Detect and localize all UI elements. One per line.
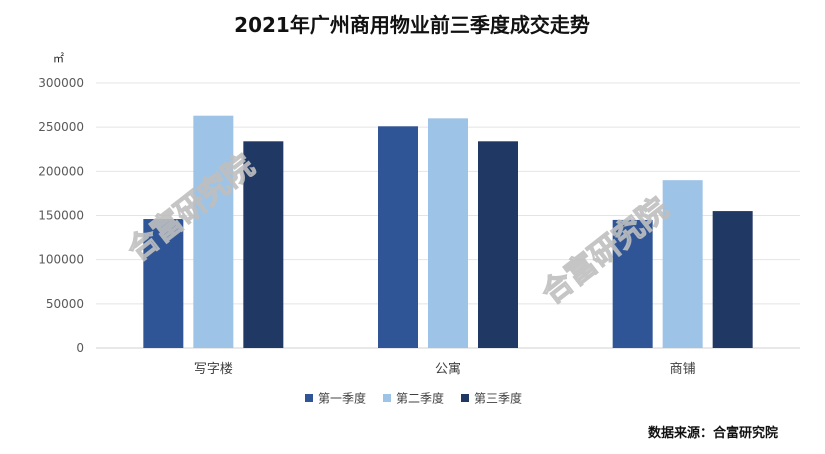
- y-axis-unit: ㎡: [53, 52, 64, 65]
- y-tick-label: 150000: [38, 209, 84, 223]
- chart-title: 2021年广州商用物业前三季度成交走势: [234, 13, 590, 37]
- watermark-right: 合富研究院: [535, 191, 675, 311]
- bar-1-3: [243, 141, 284, 348]
- legend-swatch: [383, 394, 391, 402]
- bar-1-1: [143, 219, 184, 348]
- legend-label: 第三季度: [474, 391, 522, 406]
- legend-swatch: [305, 394, 313, 402]
- y-tick-label: 200000: [38, 164, 84, 178]
- y-tick-label: 0: [76, 341, 84, 355]
- bar-2-2: [428, 118, 468, 348]
- legend: 第一季度 第二季度 第三季度: [305, 391, 522, 406]
- x-tick-label: 公寓: [435, 361, 461, 377]
- bar-3-2: [662, 180, 703, 348]
- data-source-note: 数据来源：合富研究院: [648, 425, 778, 441]
- bar-2-3: [478, 141, 518, 348]
- y-tick-label: 50000: [46, 297, 84, 311]
- y-tick-label: 300000: [38, 76, 84, 90]
- bar-1-2: [193, 115, 234, 348]
- y-tick-label: 250000: [38, 120, 84, 134]
- legend-label: 第一季度: [318, 391, 366, 406]
- x-tick-label: 商铺: [670, 362, 696, 377]
- watermark-left: 合富研究院: [121, 148, 261, 268]
- bar-3-1: [612, 219, 653, 348]
- x-tick-label: 写字楼: [194, 362, 233, 377]
- bar-3-3: [712, 211, 753, 348]
- x-axis-ticks: 写字楼 公寓 商铺: [194, 361, 696, 377]
- y-axis-ticks: 0 50000 100000 150000 200000 250000 300000: [38, 76, 84, 355]
- bars: [143, 115, 753, 349]
- y-tick-label: 100000: [38, 253, 84, 267]
- bar-2-1: [378, 126, 418, 349]
- legend-label: 第二季度: [396, 391, 444, 406]
- legend-swatch: [461, 394, 469, 402]
